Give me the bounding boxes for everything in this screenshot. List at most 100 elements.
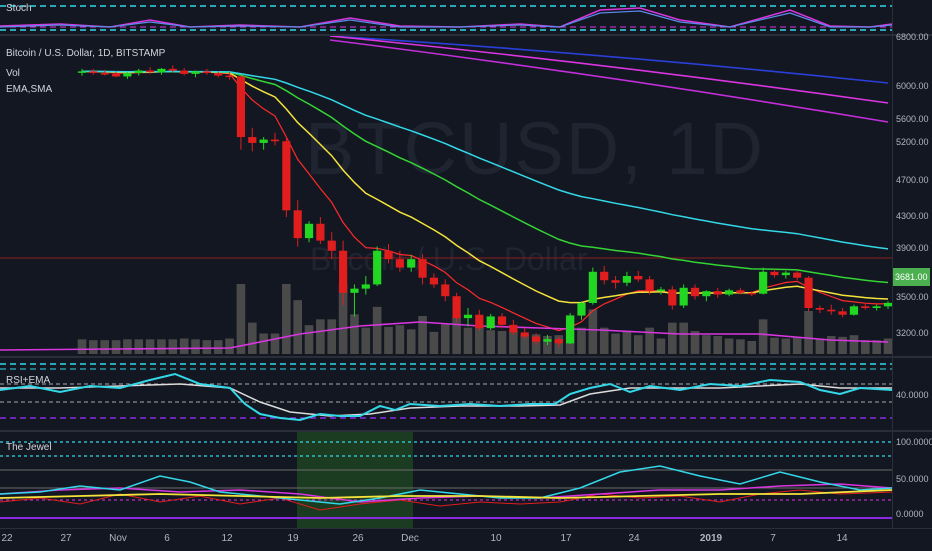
- volume-bar: [236, 284, 246, 354]
- candle-body: [645, 279, 654, 292]
- candle-body: [157, 68, 166, 73]
- pane-divider[interactable]: [0, 356, 932, 358]
- price-tick: 6800.00: [896, 32, 929, 42]
- volume-bar: [304, 325, 314, 354]
- rsi-plot[interactable]: RSI+EMA: [0, 358, 892, 430]
- volume-bar: [191, 339, 200, 354]
- stoch-d-line: [0, 10, 892, 28]
- volume-bar: [134, 339, 144, 354]
- candle-body: [611, 280, 620, 283]
- jewel-tick: 100.0000: [896, 437, 932, 447]
- volume-bar: [577, 327, 586, 354]
- volume-bar: [179, 338, 189, 354]
- volume-bar: [792, 336, 802, 354]
- price-scale[interactable]: 6800.00 6000.00 5600.00 5200.00 4700.00 4300.…: [892, 32, 932, 356]
- jewel-plot[interactable]: The Jewel: [0, 432, 892, 528]
- time-tick: 26: [352, 533, 364, 544]
- jewel-cyan-line: [0, 465, 892, 505]
- candle-body: [781, 272, 790, 276]
- volume-bar: [736, 339, 745, 354]
- jewel-red-line: [0, 489, 892, 511]
- volume-bar: [440, 324, 450, 354]
- candle-body: [259, 139, 268, 143]
- volume-bar: [316, 319, 325, 354]
- volume-bar: [849, 335, 859, 354]
- time-tick: 6: [164, 533, 170, 544]
- volume-bar: [611, 333, 620, 354]
- candle-body: [316, 223, 325, 241]
- time-tick: 27: [60, 533, 72, 544]
- watermark-description: Bitcoin / U.S. Dollar: [310, 241, 588, 277]
- volume-bar: [747, 341, 757, 354]
- sma-100-line: [329, 39, 889, 123]
- pane-divider[interactable]: [0, 430, 932, 432]
- volume-bar: [202, 340, 212, 354]
- jewel-tick: 0.0000: [896, 509, 924, 519]
- volume-bar: [282, 284, 291, 354]
- price-tick: 4700.00: [896, 175, 929, 185]
- candle-body: [656, 289, 666, 292]
- volume-bar: [418, 316, 427, 354]
- sma-150-line: [329, 36, 889, 104]
- candle-body: [463, 314, 473, 319]
- candle-body: [861, 306, 870, 308]
- volume-bar: [645, 327, 654, 354]
- candle-body: [634, 276, 643, 280]
- price-chart-svg: [0, 36, 892, 354]
- candle-body: [827, 309, 836, 312]
- candle-body: [770, 271, 779, 276]
- price-tick: 3500.00: [896, 292, 929, 302]
- rsi-pane: RSI+EMA 40.0000: [0, 358, 932, 430]
- candle-body: [497, 316, 507, 325]
- candle-body: [872, 306, 881, 308]
- candle-body: [520, 332, 529, 337]
- ema-sma-indicator-label: EMA,SMA: [6, 84, 53, 95]
- rsi-tick: 40.0000: [896, 390, 929, 400]
- vol-indicator-label: Vol: [6, 68, 20, 79]
- candle-body: [702, 291, 711, 297]
- candle-body: [679, 287, 688, 306]
- time-tick: Nov: [109, 533, 127, 544]
- time-tick: 17: [560, 533, 572, 544]
- jewel-svg: [0, 432, 892, 528]
- time-tick: 14: [836, 533, 848, 544]
- candle-body: [668, 289, 677, 306]
- ema-medium-line: [81, 70, 889, 304]
- volume-bar: [656, 338, 666, 354]
- volume-bar: [372, 306, 382, 354]
- rsi-ema-line: [0, 383, 892, 417]
- jewel-label: The Jewel: [6, 442, 52, 453]
- price-tick: 3200.00: [896, 328, 929, 338]
- time-axis[interactable]: 22 27 Nov 6 12 19 26 Dec 10 17 24 2019 7 14: [0, 528, 932, 551]
- candle-body: [304, 223, 314, 239]
- volume-bar: [860, 340, 870, 354]
- candle-body: [622, 276, 631, 283]
- time-tick: 19: [287, 533, 299, 544]
- pane-divider[interactable]: [0, 34, 932, 36]
- time-tick: 10: [490, 533, 502, 544]
- volume-bar: [452, 316, 461, 354]
- jewel-scale[interactable]: 100.0000 50.0000 0.0000: [892, 432, 932, 528]
- candle-body: [588, 271, 597, 303]
- volume-bar: [883, 338, 892, 354]
- stoch-plot[interactable]: Stoch: [0, 0, 892, 34]
- candle-body: [168, 68, 177, 71]
- volume-bar: [327, 319, 337, 354]
- candle-body: [759, 271, 768, 294]
- volume-bar: [838, 336, 847, 354]
- candle-body: [475, 314, 484, 329]
- candle-body: [100, 73, 109, 75]
- candle-body: [350, 288, 359, 293]
- jewel-yellow-line: [0, 489, 892, 499]
- price-tick: 3900.00: [896, 243, 929, 253]
- volume-bar: [100, 340, 110, 354]
- price-plot[interactable]: BTCUSD, 1D Bitcoin / U.S. Dollar Bitcoin…: [0, 36, 892, 356]
- stoch-scale[interactable]: [892, 0, 932, 34]
- volume-bar: [486, 330, 495, 354]
- candle-body: [373, 250, 382, 285]
- candle-body: [293, 210, 302, 239]
- candle-body: [531, 336, 541, 342]
- volume-bar: [497, 331, 507, 354]
- rsi-scale[interactable]: 40.0000: [892, 358, 932, 430]
- volume-bar: [384, 326, 393, 354]
